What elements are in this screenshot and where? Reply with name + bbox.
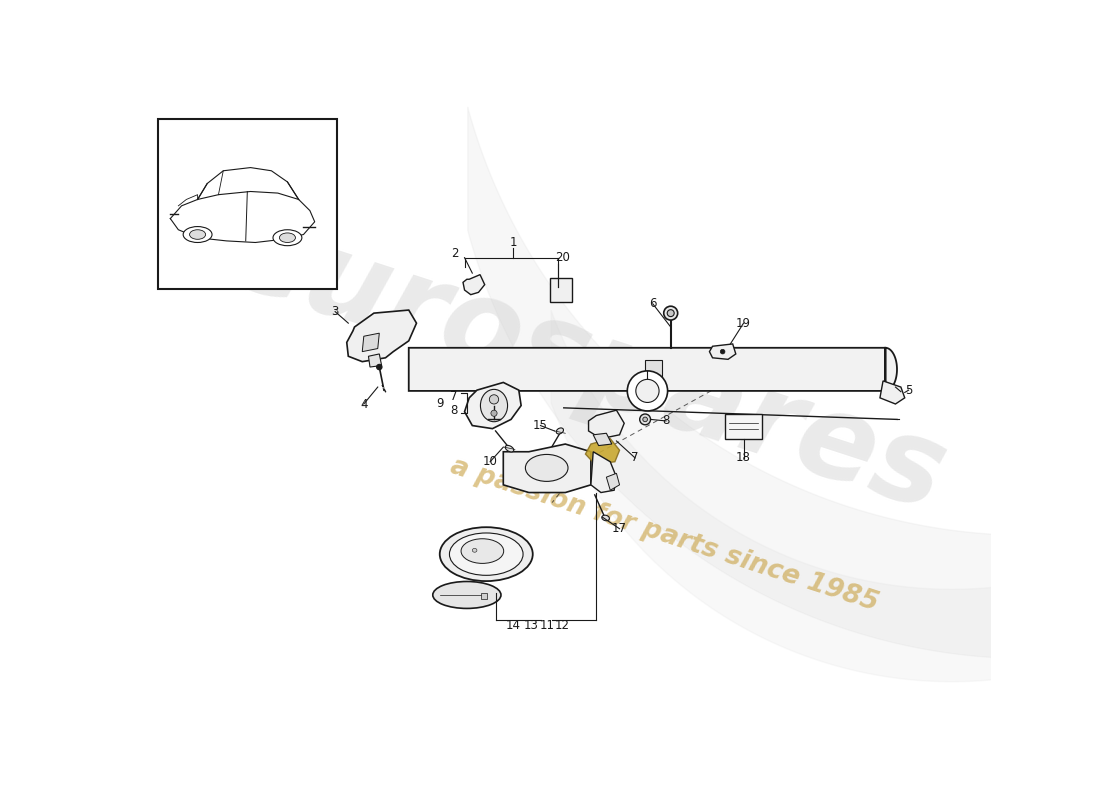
Polygon shape bbox=[362, 333, 380, 352]
Text: 5: 5 bbox=[905, 384, 912, 397]
Text: 8: 8 bbox=[662, 414, 670, 427]
Ellipse shape bbox=[491, 410, 497, 416]
Text: 20: 20 bbox=[556, 251, 570, 264]
Text: 3: 3 bbox=[331, 305, 339, 318]
Text: 7: 7 bbox=[631, 451, 639, 464]
Ellipse shape bbox=[663, 306, 678, 320]
Ellipse shape bbox=[184, 226, 212, 242]
Bar bbox=[550, 278, 572, 302]
Ellipse shape bbox=[505, 446, 514, 452]
Text: 2: 2 bbox=[451, 247, 459, 260]
Ellipse shape bbox=[720, 350, 725, 354]
Text: 19: 19 bbox=[736, 317, 751, 330]
Ellipse shape bbox=[668, 310, 674, 317]
Polygon shape bbox=[368, 354, 382, 367]
Text: 18: 18 bbox=[736, 451, 751, 464]
Text: 8: 8 bbox=[450, 404, 458, 417]
Ellipse shape bbox=[490, 394, 498, 404]
Text: 1: 1 bbox=[509, 236, 517, 249]
Bar bbox=[481, 593, 487, 599]
Text: 15: 15 bbox=[534, 419, 548, 432]
Ellipse shape bbox=[640, 414, 650, 425]
Polygon shape bbox=[593, 434, 612, 446]
Polygon shape bbox=[504, 444, 591, 493]
Ellipse shape bbox=[636, 379, 659, 402]
Ellipse shape bbox=[461, 538, 504, 563]
Text: eurospares: eurospares bbox=[214, 195, 959, 535]
Polygon shape bbox=[346, 310, 417, 362]
Text: 10: 10 bbox=[483, 455, 497, 468]
Polygon shape bbox=[588, 410, 624, 438]
Polygon shape bbox=[464, 382, 521, 429]
Text: 9: 9 bbox=[436, 397, 443, 410]
Ellipse shape bbox=[557, 428, 563, 434]
Ellipse shape bbox=[376, 364, 382, 370]
Polygon shape bbox=[463, 274, 485, 294]
Polygon shape bbox=[409, 348, 896, 391]
Bar bbox=[645, 360, 662, 378]
Ellipse shape bbox=[472, 548, 477, 552]
Text: 17: 17 bbox=[612, 522, 627, 535]
Bar bbox=[158, 119, 337, 289]
Ellipse shape bbox=[273, 230, 301, 246]
Polygon shape bbox=[606, 474, 619, 490]
Ellipse shape bbox=[481, 390, 507, 422]
Text: a passion for parts since 1985: a passion for parts since 1985 bbox=[448, 454, 882, 617]
Text: 13: 13 bbox=[524, 619, 539, 632]
Polygon shape bbox=[880, 381, 904, 404]
Ellipse shape bbox=[440, 527, 532, 581]
Ellipse shape bbox=[450, 533, 524, 575]
Ellipse shape bbox=[642, 417, 648, 422]
Text: 11: 11 bbox=[539, 619, 554, 632]
Text: 4: 4 bbox=[360, 398, 367, 410]
Ellipse shape bbox=[279, 233, 296, 242]
Text: 7: 7 bbox=[450, 390, 458, 403]
Polygon shape bbox=[585, 438, 619, 464]
Polygon shape bbox=[591, 452, 616, 493]
Ellipse shape bbox=[189, 230, 206, 239]
Polygon shape bbox=[710, 344, 736, 359]
Ellipse shape bbox=[627, 371, 668, 411]
Text: 12: 12 bbox=[554, 619, 570, 632]
Ellipse shape bbox=[526, 454, 568, 482]
Ellipse shape bbox=[432, 582, 500, 609]
Bar bbox=[725, 414, 762, 438]
Text: 14: 14 bbox=[506, 619, 521, 632]
Ellipse shape bbox=[602, 515, 609, 521]
Text: 6: 6 bbox=[649, 298, 657, 310]
